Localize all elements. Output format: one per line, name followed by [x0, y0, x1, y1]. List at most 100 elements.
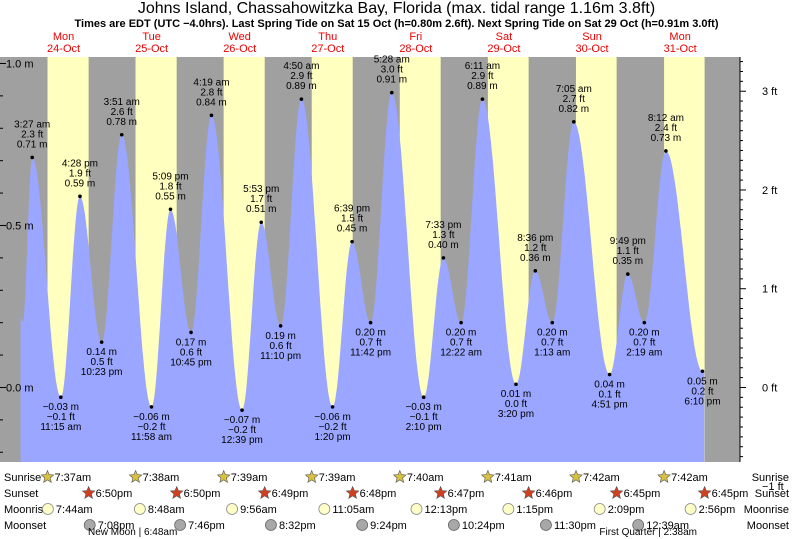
moon-phase-label: First Quarter | 2:38am — [599, 527, 697, 538]
moonset-time: 8:32pm — [279, 520, 316, 532]
left-axis-label: 0.0 m — [6, 382, 34, 394]
day-name: Tue — [142, 31, 161, 43]
tide-label: 1:13 am — [534, 348, 570, 359]
moonrise-icon — [410, 503, 423, 515]
tide-label: 2.7 ft — [563, 94, 585, 105]
sunset-icon — [433, 485, 448, 499]
tide-point — [30, 155, 35, 160]
tide-label: 0.35 m — [613, 256, 644, 267]
tide-point — [299, 97, 304, 101]
sunset-time: 6:48pm — [360, 488, 397, 500]
tide-label: 2.9 ft — [471, 71, 493, 82]
tide-point — [664, 149, 668, 153]
tide-label: 0.6 ft — [180, 347, 202, 358]
moonrise-time: 11:05am — [332, 504, 374, 516]
moonrise-icon — [318, 503, 331, 515]
row-label-left: Moonrise — [4, 504, 49, 516]
tide-label: −0.2 ft — [137, 422, 165, 433]
tide-label: 6:10 pm — [684, 396, 720, 407]
left-axis-label: 0.5 m — [6, 220, 34, 232]
tide-label: 1.9 ft — [69, 168, 91, 179]
tide-label: 0.84 m — [196, 97, 227, 108]
tide-point — [368, 320, 373, 325]
day-name: Wed — [228, 31, 250, 43]
day-name: Sat — [496, 31, 513, 43]
tide-point — [480, 97, 485, 101]
tide-label: 0.7 ft — [450, 338, 472, 349]
tide-label: 0.73 m — [651, 133, 682, 144]
tide-label: 1:20 pm — [315, 432, 351, 443]
sunset-icon — [609, 485, 624, 499]
tide-point — [259, 220, 264, 225]
moonrise-icon — [226, 503, 238, 515]
axes: 3 ft 2 ft 1 ft 0 ft −1 ft 1.0 m 0.5 m 0.0 m — [0, 57, 793, 493]
day-name: Thu — [318, 31, 337, 43]
sunset-icon — [169, 485, 184, 499]
sunset-time: 6:50pm — [96, 488, 133, 500]
tide-label: 2.6 ft — [111, 107, 133, 118]
moonrise-time: 9:56am — [240, 504, 277, 516]
tide-label: 5:28 am — [374, 55, 410, 66]
moonset-icon — [632, 519, 645, 531]
tide-label: 0.5 ft — [91, 357, 113, 368]
tide-label: −0.2 ft — [228, 425, 256, 436]
sunrise-time: 7:42am — [583, 472, 620, 484]
day-date: 31-Oct — [664, 43, 697, 55]
tide-label: 0.89 m — [467, 81, 498, 92]
tide-label: 0.19 m — [265, 331, 296, 342]
tide-point — [350, 239, 354, 244]
right-axis-label: 2 ft — [762, 185, 777, 197]
sunset-icon — [697, 485, 712, 499]
row-label-left: Sunrise — [4, 472, 41, 484]
sunset-time: 6:46pm — [536, 488, 573, 500]
row-label-right: Moonset — [747, 520, 789, 532]
tide-label: 8:36 pm — [517, 233, 553, 244]
tide-point — [533, 269, 538, 273]
tide-label: −0.03 m — [43, 402, 79, 413]
tide-label: 2:19 am — [626, 348, 662, 359]
sunrise-time: 7:41am — [495, 472, 532, 484]
moonset-icon — [265, 519, 277, 531]
sunset-icon — [345, 485, 360, 499]
sunrise-time: 7:42am — [671, 472, 708, 484]
sunrise-time: 7:39am — [319, 472, 356, 484]
tide-point — [78, 194, 82, 199]
chart-title: Johns Island, Chassahowitzka Bay, Florid… — [137, 0, 656, 17]
day-date: 28-Oct — [399, 43, 432, 55]
tide-label: 1.5 ft — [341, 214, 363, 225]
tide-label: 3.0 ft — [381, 65, 403, 76]
tide-point — [389, 90, 394, 95]
day-labels: Mon24-OctTue25-OctWed26-OctThu27-OctFri2… — [47, 31, 697, 55]
tide-label: 4:19 am — [193, 77, 229, 88]
tide-label: 5:53 pm — [243, 184, 279, 195]
tide-label: 11:42 pm — [350, 348, 391, 359]
moonrise-time: 1:15pm — [516, 504, 553, 516]
tide-label: 0.89 m — [286, 81, 317, 92]
tide-level-area — [20, 92, 705, 462]
row-label-left: Moonset — [4, 520, 46, 532]
tide-label: 0.14 m — [86, 347, 117, 358]
tide-label: 7:05 am — [556, 84, 592, 95]
right-axis-label: 3 ft — [762, 86, 777, 98]
moonset-icon — [174, 519, 187, 531]
moonrise-icon — [502, 503, 515, 515]
tide-label: 11:58 am — [131, 432, 172, 443]
tide-point — [149, 405, 154, 409]
tide-label: 0.1 ft — [598, 390, 620, 401]
tide-label: 0.20 m — [537, 328, 568, 339]
tide-point — [700, 369, 705, 374]
tide-point — [550, 320, 555, 325]
tide-label: −0.06 m — [314, 412, 350, 423]
moonrise-time: 7:44am — [56, 504, 93, 516]
tide-label: 0.7 ft — [541, 338, 563, 349]
tide-label: 3:20 pm — [498, 409, 534, 420]
tide-label: 8:12 am — [648, 113, 684, 124]
tide-label: 0.20 m — [446, 328, 477, 339]
sun-moon-rows: Sunrise Sunrise Sunset Sunset Moonrise Moonri… — [4, 469, 789, 538]
tide-label: 0.05 m — [687, 376, 718, 387]
sunrise-icon — [216, 469, 231, 483]
tide-point — [189, 330, 193, 335]
right-axis-label: 0 ft — [762, 382, 777, 394]
